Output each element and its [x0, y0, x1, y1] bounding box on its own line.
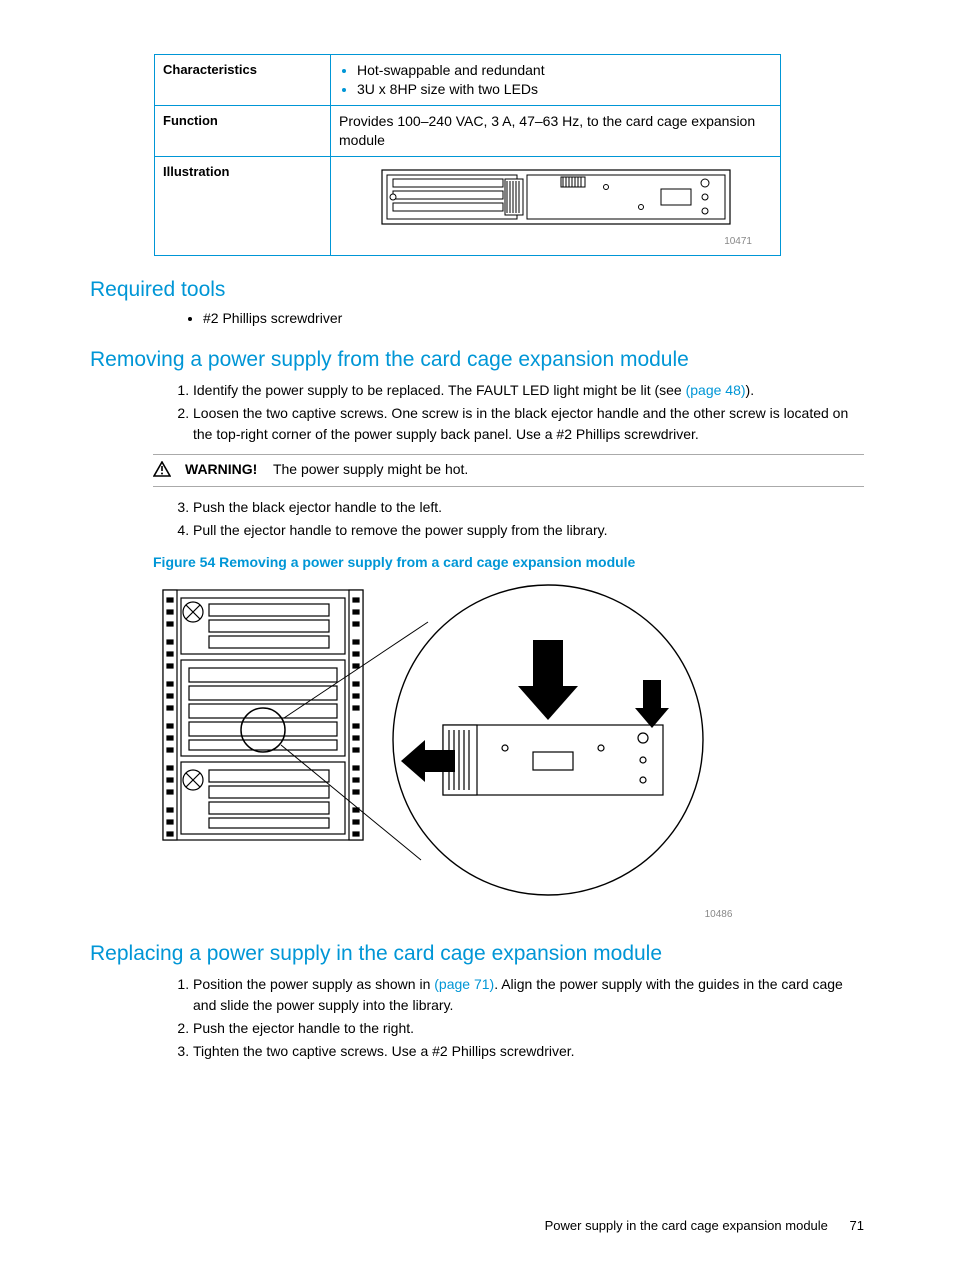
list-item: Position the power supply as shown in (p…: [193, 974, 864, 1015]
replacing-steps: Position the power supply as shown in (p…: [153, 974, 864, 1061]
figure-number: 10486: [573, 909, 864, 920]
figure-svg: [153, 580, 713, 910]
table-row: Function Provides 100–240 VAC, 3 A, 47–6…: [155, 105, 781, 156]
list-item: 3U x 8HP size with two LEDs: [357, 80, 772, 99]
table-row: Characteristics Hot-swappable and redund…: [155, 55, 781, 106]
page: Characteristics Hot-swappable and redund…: [0, 0, 954, 1271]
figure-caption: Figure 54 Removing a power supply from a…: [153, 554, 864, 570]
page-footer: Power supply in the card cage expansion …: [545, 1218, 864, 1233]
step-text: Identify the power supply to be replaced…: [193, 382, 686, 398]
removing-steps-1-2: Identify the power supply to be replaced…: [153, 380, 864, 444]
row-value: 10471: [331, 156, 781, 255]
warning-block: WARNING! The power supply might be hot.: [153, 454, 864, 487]
warning-content: WARNING! The power supply might be hot.: [185, 461, 468, 477]
heading-replacing: Replacing a power supply in the card cag…: [90, 942, 864, 966]
row-value: Hot-swappable and redundant 3U x 8HP siz…: [331, 55, 781, 106]
list-item: Hot-swappable and redundant: [357, 61, 772, 80]
warning-label: WARNING!: [185, 461, 257, 477]
list-item: Identify the power supply to be replaced…: [193, 380, 864, 400]
list-item: Loosen the two captive screws. One screw…: [193, 403, 864, 444]
table-row: Illustration: [155, 156, 781, 255]
warning-text: The power supply might be hot.: [273, 461, 468, 477]
list-item: Pull the ejector handle to remove the po…: [193, 520, 864, 540]
row-value: Provides 100–240 VAC, 3 A, 47–63 Hz, to …: [331, 105, 781, 156]
list-item: Tighten the two captive screws. Use a #2…: [193, 1041, 864, 1061]
warning-icon: [153, 461, 171, 480]
row-label: Illustration: [155, 156, 331, 255]
step-text: Position the power supply as shown in: [193, 976, 434, 992]
heading-removing: Removing a power supply from the card ca…: [90, 348, 864, 372]
row-label: Characteristics: [155, 55, 331, 106]
page-link[interactable]: (page 71): [434, 976, 494, 992]
figure-54: 10486: [153, 580, 864, 920]
heading-required-tools: Required tools: [90, 278, 864, 302]
row-label: Function: [155, 105, 331, 156]
page-link[interactable]: (page 48): [686, 382, 746, 398]
psu-small-svg: [381, 169, 731, 225]
removing-steps-3-4: Push the black ejector handle to the lef…: [153, 497, 864, 541]
step-tail: ).: [746, 382, 755, 398]
footer-text: Power supply in the card cage expansion …: [545, 1218, 828, 1233]
list-item: #2 Phillips screwdriver: [203, 310, 864, 326]
illustration-number: 10471: [339, 235, 772, 249]
page-number: 71: [850, 1218, 864, 1233]
list-item: Push the black ejector handle to the lef…: [193, 497, 864, 517]
illustration-small: [339, 163, 772, 232]
spec-table: Characteristics Hot-swappable and redund…: [154, 54, 781, 256]
required-tools-list: #2 Phillips screwdriver: [185, 310, 864, 326]
list-item: Push the ejector handle to the right.: [193, 1018, 864, 1038]
